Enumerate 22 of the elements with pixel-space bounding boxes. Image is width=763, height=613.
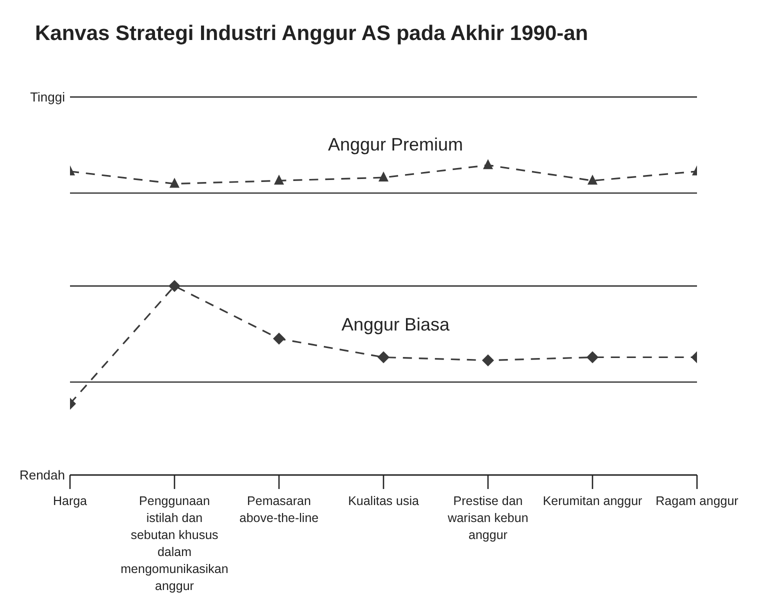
series-label: Anggur Biasa — [341, 314, 451, 334]
point — [168, 280, 180, 292]
point — [274, 174, 284, 185]
point — [170, 178, 180, 188]
point — [378, 351, 390, 364]
point — [378, 172, 388, 182]
x-tick-label: Kualitas usia — [348, 494, 419, 508]
point — [483, 159, 493, 170]
x-tick-label: Harga — [52, 494, 88, 508]
point — [273, 332, 285, 345]
series-label: Anggur Premium — [328, 134, 464, 155]
x-tick-label: Penggunaan istilah dan sebutan khusus dalam mengomunikasikan anggur — [120, 494, 228, 593]
ref-line-label: Rendah — [19, 468, 65, 483]
x-tick-label: Prestise dan warisan kebun anggur — [446, 494, 528, 542]
point — [586, 351, 598, 364]
x-tick-label: Ragam anggur — [656, 494, 738, 508]
x-tick-label: Pemasaran above-the-line — [239, 494, 319, 525]
x-tick-label: Kerumitan anggur — [542, 494, 642, 508]
point — [482, 354, 494, 366]
ref-line-label: Tinggi — [30, 90, 66, 105]
chart-title: Kanvas Strategi Industri Anggur AS pada Akhir 1990-an — [34, 21, 590, 47]
point — [588, 174, 598, 185]
